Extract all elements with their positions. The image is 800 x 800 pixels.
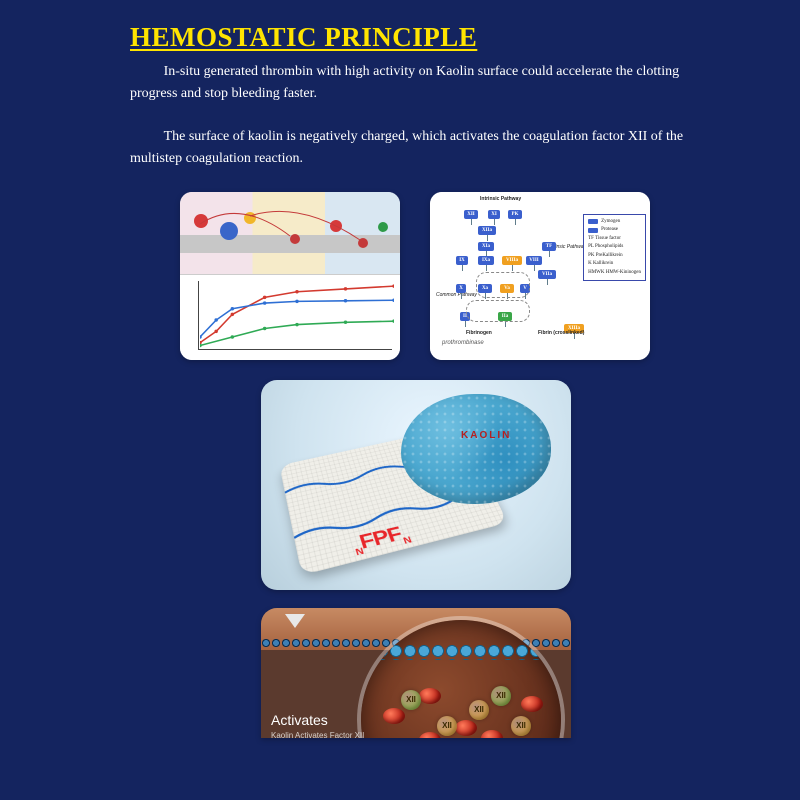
figure-coagulation-cascade: Intrinsic Pathway Extrinsic Pathway Comm… (430, 192, 650, 360)
node-XI: XI (488, 210, 500, 219)
node-XIa: XIa (478, 242, 494, 251)
red-blood-cell (419, 732, 441, 738)
fibrinogen-label: Fibrinogen (466, 330, 492, 336)
factor-coin: XII (511, 716, 531, 736)
pointer-triangle-icon (285, 614, 305, 628)
legend-row: Protease (588, 226, 641, 234)
factor-coin: XII (491, 686, 511, 706)
node-VIIa: VIIa (538, 270, 556, 279)
fibrin-label: Fibrin (crosslinked) (538, 330, 584, 336)
complex-box-2 (466, 300, 530, 322)
figure-kaolin-gauze: KAOLIN NFPFN (261, 380, 571, 590)
legend-row: PL Phospholipids (588, 243, 641, 251)
activates-label: Activates (271, 712, 328, 728)
figure-clotting-phases (180, 192, 400, 360)
red-blood-cell (481, 730, 503, 738)
factor-coin: XII (401, 690, 421, 710)
phases-schematic (180, 192, 400, 275)
page-title: HEMOSTATIC PRINCIPLE (130, 22, 702, 53)
intrinsic-pathway-label: Intrinsic Pathway (480, 196, 521, 202)
red-blood-cell (419, 688, 441, 704)
intro-paragraph-1: In-situ generated thrombin with high act… (130, 61, 690, 104)
figure-activation-cell: XIIXIIXIIXIIXII Activates Kaolin Activat… (261, 608, 571, 738)
node-X: X (456, 284, 466, 293)
node-XII: XII (464, 210, 478, 219)
legend-row: Zymogen (588, 218, 641, 226)
red-blood-cell (455, 720, 477, 736)
node-PK: PK (508, 210, 522, 219)
factor-coin: XII (469, 700, 489, 720)
kaolin-bead-line (361, 644, 561, 660)
intro-paragraph-2: The surface of kaolin is negatively char… (130, 126, 690, 169)
phase-arcs (180, 192, 400, 284)
red-blood-cell (521, 696, 543, 712)
series-Thrombin (200, 286, 394, 343)
kinetics-plot (180, 275, 400, 360)
node-VIIIa: VIIIa (502, 256, 522, 265)
legend-row: PK PreKallikrein (588, 252, 641, 260)
node-XIIa: XIIa (478, 226, 496, 235)
kaolin-text: KAOLIN (461, 430, 511, 441)
legend-row: TF Tissue factor (588, 235, 641, 243)
node-IX: IX (456, 256, 468, 265)
node-VIII: VIII (526, 256, 542, 265)
factor-coin: XII (437, 716, 457, 736)
legend-row: HMWK HMW-Kininogen (588, 269, 641, 277)
node-TF: TF (542, 242, 556, 251)
prothrombinase-label: prothrombinase (442, 340, 484, 346)
legend-row: K Kallikrein (588, 260, 641, 268)
red-blood-cell (383, 708, 405, 724)
node-IXa: IXa (478, 256, 494, 265)
kaolin-blob (401, 394, 551, 504)
complex-box-1 (476, 272, 530, 298)
cascade-legend: ZymogenProteaseTF Tissue factorPL Phosph… (583, 214, 646, 282)
activates-sublabel: Kaolin Activates Factor XII (271, 731, 364, 738)
